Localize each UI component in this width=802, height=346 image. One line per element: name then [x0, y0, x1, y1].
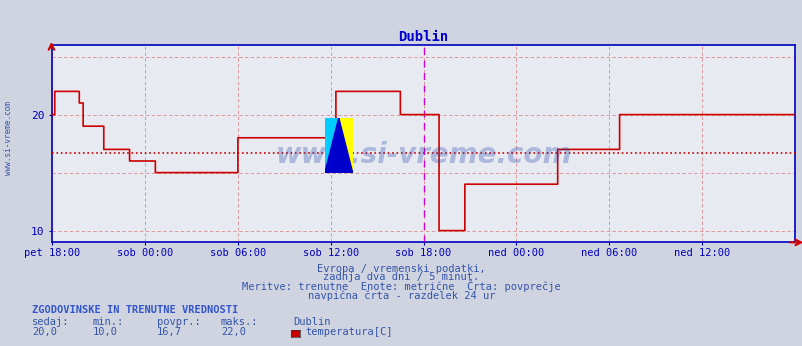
Text: temperatura[C]: temperatura[C]: [305, 327, 392, 337]
Text: Evropa / vremenski podatki,: Evropa / vremenski podatki,: [317, 264, 485, 274]
Text: ZGODOVINSKE IN TRENUTNE VREDNOSTI: ZGODOVINSKE IN TRENUTNE VREDNOSTI: [32, 305, 238, 315]
Polygon shape: [324, 118, 352, 173]
Text: 22,0: 22,0: [221, 327, 245, 337]
Text: povpr.:: povpr.:: [156, 317, 200, 327]
Text: sedaj:: sedaj:: [32, 317, 70, 327]
Text: www.si-vreme.com: www.si-vreme.com: [275, 142, 571, 170]
Text: Dublin: Dublin: [293, 317, 330, 327]
Text: 10,0: 10,0: [92, 327, 117, 337]
Text: 16,7: 16,7: [156, 327, 181, 337]
Text: zadnja dva dni / 5 minut.: zadnja dva dni / 5 minut.: [323, 272, 479, 282]
Text: min.:: min.:: [92, 317, 124, 327]
Text: www.si-vreme.com: www.si-vreme.com: [3, 101, 13, 175]
Text: navpična črta - razdelek 24 ur: navpična črta - razdelek 24 ur: [307, 290, 495, 301]
Text: 20,0: 20,0: [32, 327, 57, 337]
Text: Meritve: trenutne  Enote: metrične  Črta: povprečje: Meritve: trenutne Enote: metrične Črta: …: [242, 280, 560, 292]
Text: maks.:: maks.:: [221, 317, 258, 327]
Polygon shape: [324, 118, 338, 173]
Title: Dublin: Dublin: [398, 30, 448, 44]
